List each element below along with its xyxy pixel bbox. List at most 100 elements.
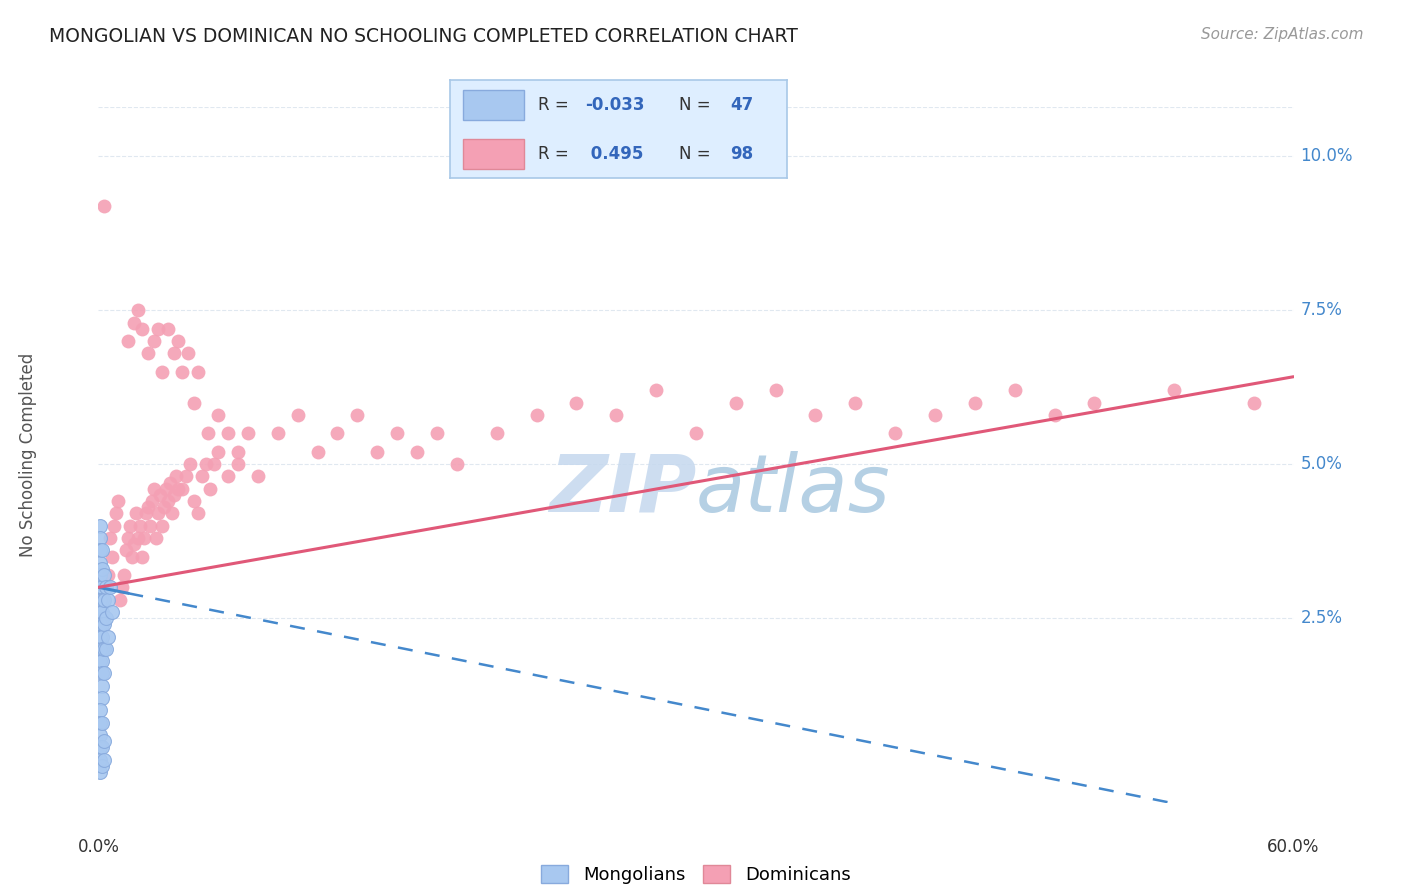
- Point: [101, 549, 124, 564]
- Point: [207, 445, 229, 459]
- Point: [226, 457, 249, 471]
- Point: [89, 630, 111, 644]
- Point: [91, 562, 114, 576]
- Point: [91, 592, 114, 607]
- Point: [194, 457, 218, 471]
- Point: [202, 457, 225, 471]
- Point: [89, 753, 111, 767]
- Point: [287, 408, 309, 422]
- Point: [160, 507, 183, 521]
- Point: [93, 592, 115, 607]
- Point: [143, 482, 166, 496]
- Point: [89, 641, 111, 656]
- Point: [157, 494, 180, 508]
- Point: [165, 469, 187, 483]
- Point: [155, 482, 177, 496]
- Bar: [464, 139, 524, 169]
- Point: [136, 346, 159, 360]
- Text: N =: N =: [679, 95, 716, 114]
- Point: [134, 531, 156, 545]
- Text: 98: 98: [730, 145, 754, 163]
- Point: [141, 494, 163, 508]
- Point: [93, 734, 115, 748]
- Point: [143, 334, 166, 348]
- Point: [111, 580, 134, 594]
- Point: [91, 691, 114, 706]
- Point: [91, 715, 114, 730]
- Point: [112, 568, 135, 582]
- Point: [91, 679, 114, 693]
- Text: 7.5%: 7.5%: [1301, 301, 1343, 319]
- Point: [131, 549, 153, 564]
- Point: [174, 469, 197, 483]
- Point: [107, 494, 129, 508]
- Point: [89, 543, 111, 558]
- Text: atlas: atlas: [696, 450, 891, 529]
- Point: [124, 316, 146, 330]
- Point: [91, 654, 114, 668]
- Point: [179, 457, 201, 471]
- Point: [605, 408, 627, 422]
- Point: [89, 728, 111, 742]
- Point: [120, 518, 142, 533]
- Point: [93, 568, 115, 582]
- Point: [135, 507, 157, 521]
- Point: [89, 556, 111, 570]
- Point: [426, 426, 449, 441]
- Text: -0.033: -0.033: [585, 95, 644, 114]
- Point: [172, 365, 194, 379]
- Point: [157, 321, 180, 335]
- Point: [89, 740, 111, 755]
- Text: ZIP: ZIP: [548, 450, 696, 529]
- Text: MONGOLIAN VS DOMINICAN NO SCHOOLING COMPLETED CORRELATION CHART: MONGOLIAN VS DOMINICAN NO SCHOOLING COMP…: [49, 27, 799, 45]
- Point: [167, 482, 190, 496]
- Point: [91, 641, 114, 656]
- Point: [89, 715, 111, 730]
- Point: [326, 426, 349, 441]
- Point: [89, 518, 111, 533]
- Point: [1163, 384, 1185, 398]
- Point: [645, 384, 668, 398]
- Point: [191, 469, 214, 483]
- Point: [91, 666, 114, 681]
- Point: [125, 507, 148, 521]
- Point: [89, 580, 111, 594]
- Point: [127, 303, 149, 318]
- Point: [685, 426, 707, 441]
- Point: [446, 457, 468, 471]
- Point: [98, 531, 122, 545]
- Point: [115, 543, 138, 558]
- Point: [485, 426, 508, 441]
- Point: [91, 617, 114, 632]
- Point: [110, 592, 132, 607]
- Point: [163, 488, 186, 502]
- Point: [844, 395, 866, 409]
- Point: [148, 507, 170, 521]
- Point: [98, 580, 122, 594]
- Legend: Mongolians, Dominicans: Mongolians, Dominicans: [534, 857, 858, 891]
- Text: 2.5%: 2.5%: [1301, 609, 1343, 627]
- Point: [765, 384, 787, 398]
- Point: [163, 346, 186, 360]
- Point: [198, 482, 221, 496]
- Point: [307, 445, 329, 459]
- Point: [187, 507, 209, 521]
- Point: [96, 641, 118, 656]
- Point: [93, 666, 115, 681]
- Point: [139, 518, 162, 533]
- Point: [131, 321, 153, 335]
- Point: [172, 482, 194, 496]
- Point: [89, 592, 111, 607]
- Text: N =: N =: [679, 145, 716, 163]
- Point: [526, 408, 548, 422]
- Text: 5.0%: 5.0%: [1301, 455, 1343, 473]
- Point: [183, 395, 205, 409]
- Point: [153, 500, 176, 515]
- Point: [91, 580, 114, 594]
- Point: [183, 494, 205, 508]
- Point: [91, 543, 114, 558]
- Point: [89, 617, 111, 632]
- Point: [129, 518, 152, 533]
- Point: [150, 365, 173, 379]
- Point: [101, 605, 124, 619]
